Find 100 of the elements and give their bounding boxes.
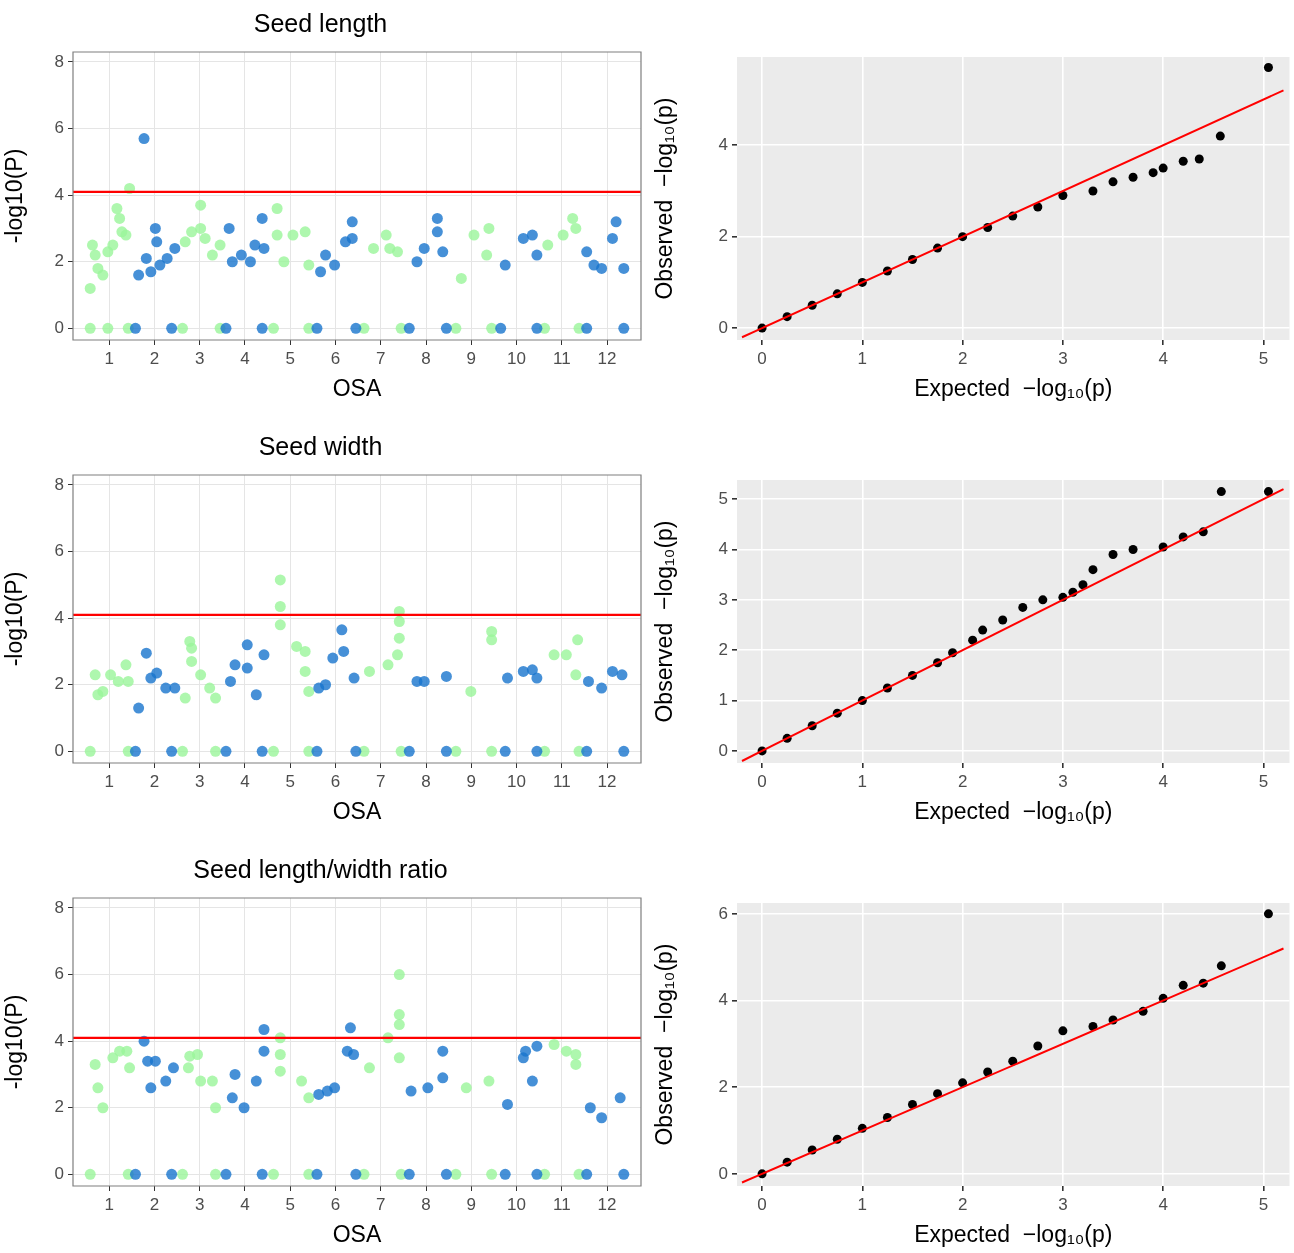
point bbox=[105, 669, 117, 681]
point bbox=[1216, 487, 1226, 497]
point bbox=[220, 745, 232, 757]
point bbox=[256, 1168, 268, 1180]
point bbox=[531, 745, 543, 757]
point bbox=[978, 625, 988, 635]
y-tick-label: 8 bbox=[54, 897, 64, 917]
point bbox=[311, 1168, 323, 1180]
point bbox=[204, 682, 216, 694]
point bbox=[440, 322, 452, 334]
point bbox=[206, 249, 218, 261]
point bbox=[499, 745, 511, 757]
point bbox=[606, 232, 618, 244]
point bbox=[299, 645, 311, 657]
point bbox=[210, 1102, 222, 1114]
point bbox=[256, 322, 268, 334]
point bbox=[581, 745, 593, 757]
point bbox=[1178, 156, 1188, 166]
point bbox=[102, 322, 114, 334]
point bbox=[268, 322, 279, 334]
point bbox=[145, 266, 157, 278]
point bbox=[1128, 544, 1138, 554]
point bbox=[501, 672, 513, 684]
point bbox=[392, 649, 404, 661]
y-tick-label: 4 bbox=[54, 1030, 64, 1050]
y-tick-label: 0 bbox=[54, 1164, 64, 1184]
point bbox=[107, 1052, 119, 1064]
point bbox=[199, 232, 211, 244]
point bbox=[151, 236, 163, 248]
point bbox=[437, 1072, 449, 1084]
x-tick-label: 9 bbox=[466, 1194, 477, 1214]
x-axis-title: OSA bbox=[332, 797, 382, 824]
x-tick-label: 9 bbox=[466, 348, 477, 368]
y-tick-label: 2 bbox=[718, 639, 728, 659]
point bbox=[186, 655, 198, 667]
point bbox=[229, 659, 241, 671]
point bbox=[616, 669, 628, 681]
point bbox=[517, 232, 529, 244]
point bbox=[166, 1168, 178, 1180]
point bbox=[468, 229, 480, 241]
point bbox=[89, 669, 101, 681]
point bbox=[350, 322, 362, 334]
point bbox=[258, 649, 270, 661]
point bbox=[114, 212, 126, 224]
point bbox=[149, 222, 161, 234]
point bbox=[618, 1168, 630, 1180]
point bbox=[235, 249, 247, 261]
point bbox=[403, 1168, 415, 1180]
x-tick-label: 1 bbox=[104, 771, 114, 791]
y-tick-label: 2 bbox=[718, 226, 728, 246]
point bbox=[274, 574, 286, 586]
point bbox=[437, 246, 449, 258]
point bbox=[486, 634, 498, 646]
point bbox=[531, 249, 543, 261]
point bbox=[1148, 168, 1158, 178]
point bbox=[320, 679, 332, 691]
point bbox=[596, 1112, 608, 1124]
x-tick-label: 8 bbox=[421, 771, 431, 791]
x-axis-title: OSA bbox=[332, 374, 382, 401]
point bbox=[179, 236, 191, 248]
point bbox=[570, 1058, 582, 1070]
point bbox=[256, 212, 268, 224]
point bbox=[303, 259, 315, 271]
point bbox=[179, 692, 191, 704]
point bbox=[249, 239, 261, 251]
point bbox=[581, 1168, 593, 1180]
point bbox=[542, 239, 554, 251]
point bbox=[440, 670, 452, 682]
x-tick-label: 8 bbox=[421, 348, 431, 368]
point bbox=[166, 322, 178, 334]
x-tick-label: 7 bbox=[376, 1194, 386, 1214]
point bbox=[1088, 565, 1098, 575]
point bbox=[499, 1168, 511, 1180]
point bbox=[393, 616, 405, 627]
point bbox=[124, 1062, 136, 1074]
point bbox=[329, 259, 341, 271]
point bbox=[129, 745, 141, 757]
point bbox=[271, 202, 283, 214]
point bbox=[557, 229, 569, 241]
point bbox=[274, 1065, 286, 1077]
point bbox=[120, 659, 132, 671]
point bbox=[350, 745, 362, 757]
point bbox=[431, 212, 443, 224]
point bbox=[486, 745, 498, 757]
point bbox=[368, 242, 380, 254]
point bbox=[1215, 131, 1225, 141]
point bbox=[411, 256, 423, 268]
point bbox=[191, 1048, 203, 1060]
point bbox=[299, 665, 311, 677]
point bbox=[129, 1168, 141, 1180]
x-tick-label: 10 bbox=[507, 1194, 526, 1214]
point bbox=[526, 229, 538, 241]
point bbox=[167, 1062, 179, 1074]
y-axis-title: -log10(P) bbox=[1, 994, 28, 1090]
x-tick-label: 12 bbox=[597, 1194, 617, 1214]
point bbox=[112, 675, 124, 687]
point bbox=[346, 232, 358, 244]
y-tick-label: 6 bbox=[54, 964, 64, 984]
point bbox=[393, 969, 405, 981]
point bbox=[129, 322, 141, 334]
